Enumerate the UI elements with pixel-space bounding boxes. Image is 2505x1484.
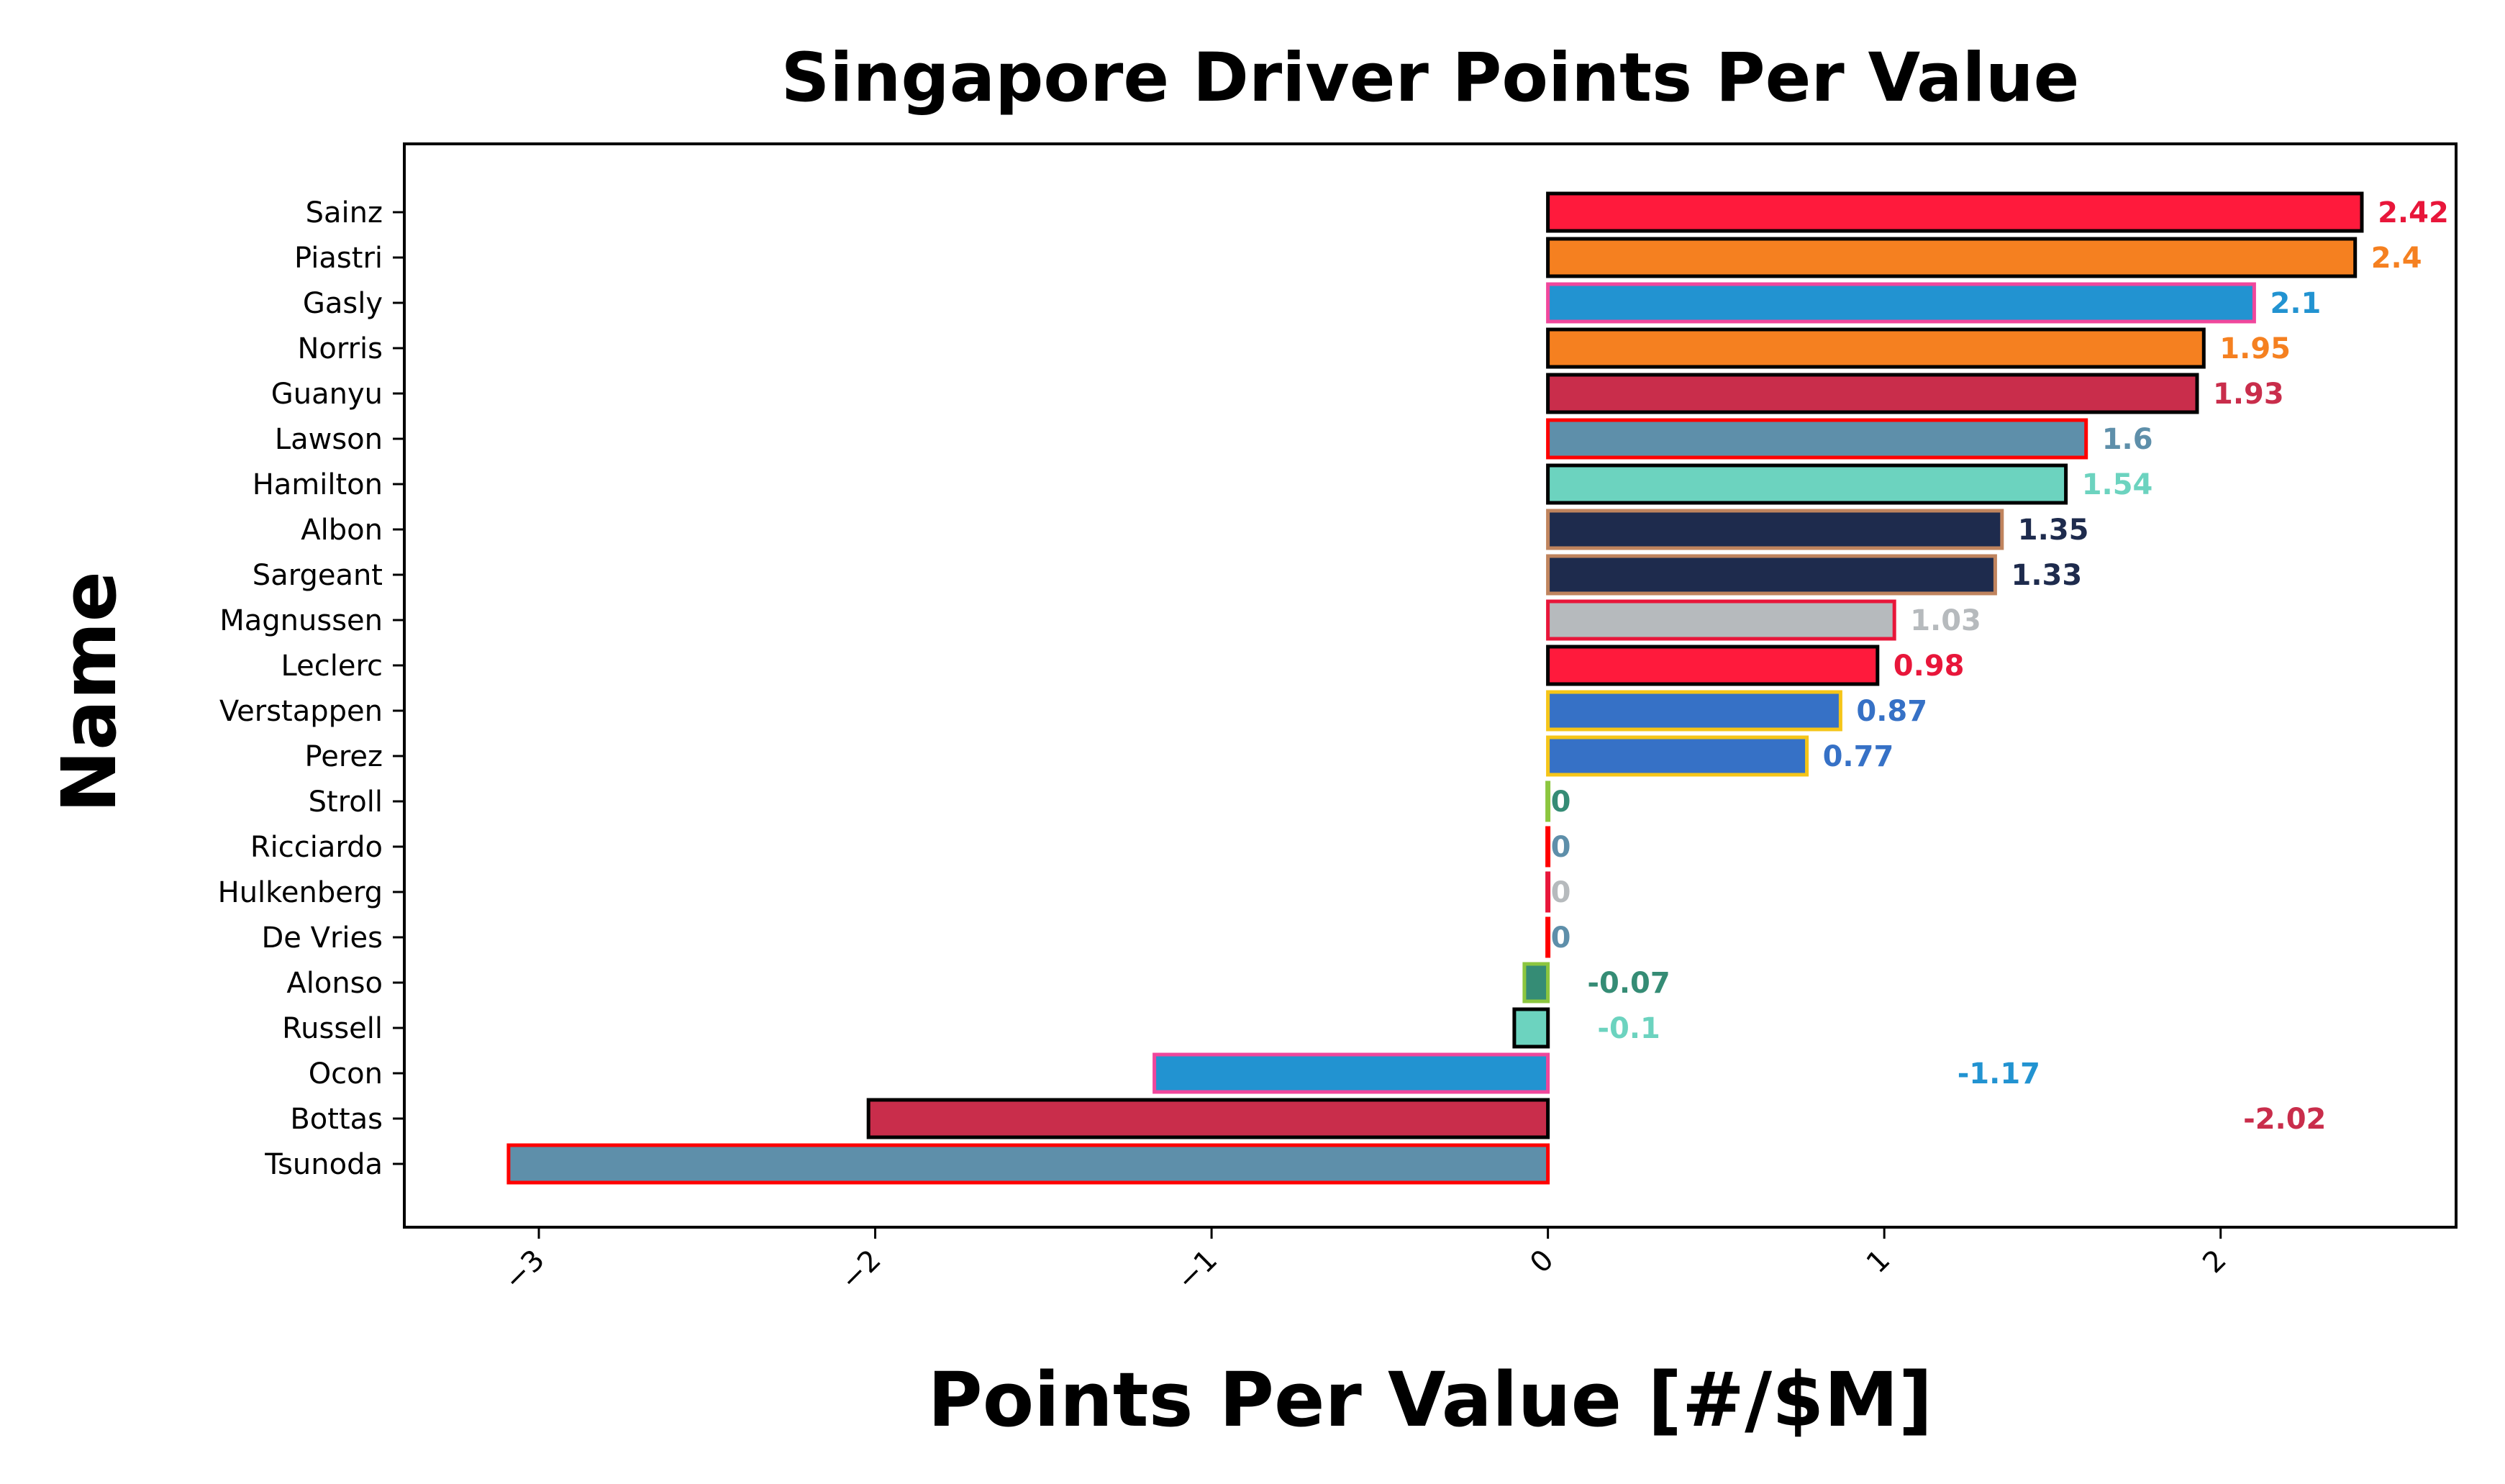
y-tick-label: Sainz (306, 196, 383, 229)
y-axis-label: Name (45, 571, 133, 813)
plot-area: Sainz 2.42 Piastri 2.4 Gasly 2.1 Norris 1.95 Gua… (218, 191, 2449, 1297)
bar-value-label: 1.93 (2213, 378, 2284, 411)
y-tick-label: Russell (282, 1012, 383, 1045)
bar-piastri (1546, 237, 2358, 278)
bar-value-label: 0 (1551, 831, 1571, 864)
y-tick-label: Verstappen (219, 695, 383, 728)
bar-value-label: 0 (1551, 921, 1571, 955)
y-tick-label: Magnussen (219, 604, 383, 637)
bar-value-label: -0.07 (1587, 967, 1670, 1000)
y-tick-label: Piastri (294, 242, 383, 275)
bar-value-label: 1.35 (2018, 514, 2089, 547)
bar-norris (1546, 327, 2206, 369)
y-tick-label: Leclerc (281, 650, 383, 683)
bar-lawson (1546, 418, 2088, 460)
bar-ocon (1153, 1052, 1550, 1094)
bar-value-label: 0.98 (1893, 650, 1965, 683)
bar-value-label: 0.87 (1856, 695, 1927, 728)
y-tick-label: Ricciardo (250, 831, 383, 864)
y-tick-label: De Vries (262, 921, 383, 955)
bar-albon (1546, 509, 2004, 550)
y-tick-label: Bottas (290, 1103, 383, 1136)
y-tick-label: Guanyu (271, 378, 383, 411)
bar-value-label: 2.4 (2371, 242, 2422, 275)
plot-frame (403, 142, 2458, 1229)
bar-value-label: 1.95 (2219, 332, 2291, 365)
chart-title: Singapore Driver Points Per Value (781, 39, 2080, 117)
y-tick-label: Gasly (303, 287, 383, 320)
bar-de-vries (1545, 916, 1551, 958)
bar-value-label: 2.1 (2270, 287, 2322, 320)
y-tick-label: Albon (301, 514, 383, 547)
bar-leclerc (1546, 645, 1880, 686)
y-tick-label: Hulkenberg (218, 876, 383, 909)
y-tick-label: Hamilton (253, 468, 383, 501)
bar-stroll (1545, 780, 1551, 822)
bar-ricciardo (1545, 826, 1551, 868)
bar-value-label: 0.77 (1823, 740, 1894, 773)
bar-hamilton (1546, 463, 2068, 505)
bar-value-label: 1.6 (2102, 423, 2153, 456)
bar-value-label: 1.03 (1910, 604, 1981, 637)
bar-bottas (866, 1098, 1550, 1139)
bar-value-label: -1.17 (1958, 1057, 2040, 1091)
y-tick-label: Sargeant (253, 559, 383, 592)
y-tick-label: Tsunoda (264, 1148, 383, 1181)
bar-value-label: 1.54 (2082, 468, 2153, 501)
y-tick-label: Lawson (275, 423, 383, 456)
bar-perez (1546, 735, 1809, 777)
bar-alonso (1522, 962, 1550, 1003)
bar-value-label: 2.42 (2378, 196, 2449, 229)
bar-sainz (1546, 191, 2364, 233)
bar-verstappen (1546, 690, 1842, 732)
bar-tsunoda (506, 1143, 1550, 1185)
y-tick-label: Norris (297, 332, 383, 365)
bar-sargeant (1546, 554, 1997, 596)
bar-value-label: 0 (1551, 786, 1571, 819)
bar-value-label: 0 (1551, 876, 1571, 909)
bar-magnussen (1546, 599, 1896, 641)
y-tick-label: Perez (305, 740, 383, 773)
bar-value-label: -2.02 (2243, 1103, 2326, 1136)
y-tick-label: Stroll (309, 786, 383, 819)
bar-russell (1512, 1007, 1550, 1049)
y-tick-label: Ocon (309, 1057, 383, 1091)
bar-hulkenberg (1545, 871, 1551, 913)
bar-value-label: -0.1 (1597, 1012, 1660, 1045)
y-tick-label: Alonso (286, 967, 383, 1000)
bar-value-label: 1.33 (2011, 559, 2083, 592)
x-axis-label: Points Per Value [#/$M] (928, 1356, 1933, 1444)
bar-gasly (1546, 282, 2256, 324)
bar-guanyu (1546, 373, 2199, 414)
